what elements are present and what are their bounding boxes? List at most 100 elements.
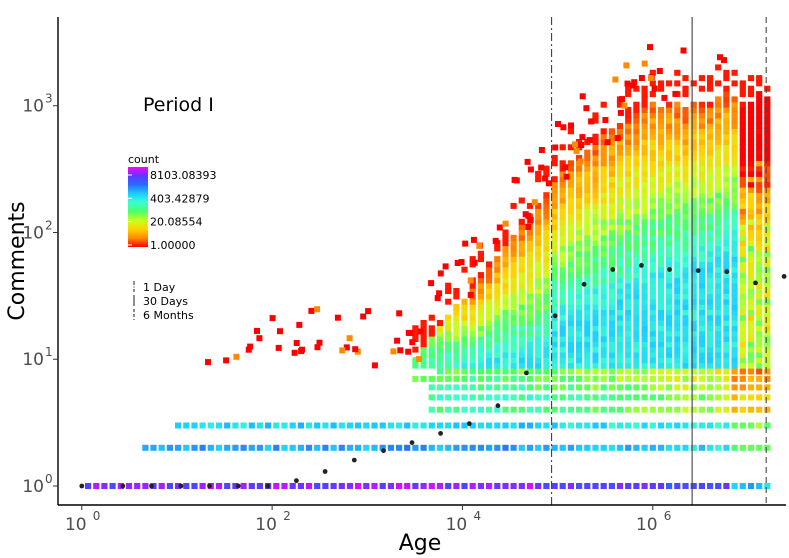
- heatmap-cell: [731, 160, 738, 167]
- heatmap-cell: [461, 375, 468, 382]
- heatmap-cell: [674, 101, 681, 108]
- heatmap-cell: [576, 234, 583, 241]
- heatmap-cell: [428, 346, 435, 353]
- heatmap-cell: [747, 139, 755, 145]
- heatmap-cell: [518, 351, 525, 358]
- heatmap-cell: [633, 375, 640, 382]
- heatmap-cell: [281, 483, 288, 489]
- heatmap-cell: [625, 133, 632, 140]
- heatmap-cell: [551, 282, 558, 289]
- heatmap-cell: [616, 266, 624, 273]
- heatmap-cell: [707, 483, 714, 489]
- heatmap-cell: [625, 213, 632, 220]
- heatmap-cell: [674, 375, 681, 382]
- heatmap-outlier: [334, 314, 341, 321]
- heatmap-cell: [584, 368, 591, 375]
- heatmap-cell: [584, 250, 591, 257]
- heatmap-cell: [535, 351, 542, 358]
- heatmap-cell: [747, 309, 755, 316]
- heatmap-cell: [526, 341, 534, 348]
- x-tick-label: 10: [636, 515, 658, 535]
- heatmap-cell: [559, 208, 566, 215]
- heatmap-cell: [764, 128, 771, 135]
- heatmap-cell: [625, 160, 632, 167]
- heatmap-cell: [641, 394, 648, 401]
- heatmap-cell: [747, 197, 755, 204]
- heatmap-cell: [649, 309, 656, 316]
- heatmap-cell: [649, 357, 656, 364]
- heatmap-cell: [535, 346, 542, 353]
- heatmap-cell: [690, 346, 697, 353]
- heatmap-cell: [608, 406, 615, 413]
- heatmap-cell: [723, 234, 730, 241]
- heatmap-cell: [723, 309, 730, 316]
- heatmap-cell: [616, 245, 624, 252]
- heatmap-cell: [608, 444, 615, 451]
- heatmap-cell: [436, 325, 444, 332]
- heatmap-cell: [641, 144, 648, 151]
- heatmap-cell: [469, 368, 476, 375]
- heatmap-cell: [494, 483, 501, 489]
- heatmap-outlier: [296, 321, 303, 328]
- heatmap-cell: [543, 406, 550, 413]
- heatmap-cell: [641, 341, 648, 348]
- heatmap-cell: [608, 309, 615, 316]
- heatmap-cell: [731, 288, 738, 294]
- heatmap-cell: [420, 357, 427, 364]
- heatmap-outlier: [256, 335, 263, 342]
- heatmap-cell: [633, 123, 640, 129]
- heatmap-cell: [616, 213, 624, 220]
- heatmap-cell: [682, 266, 689, 273]
- heatmap-cell: [731, 444, 738, 451]
- heatmap-outlier: [560, 124, 567, 131]
- heatmap-cell: [633, 176, 640, 183]
- heatmap-cell: [543, 341, 550, 348]
- heatmap-cell: [625, 309, 632, 316]
- heatmap-cell: [674, 256, 681, 263]
- heatmap-cell: [731, 165, 738, 172]
- heatmap-cell: [649, 208, 656, 215]
- heatmap-cell: [674, 117, 681, 124]
- heatmap-cell: [600, 277, 607, 284]
- heatmap-cell: [682, 368, 689, 375]
- heatmap-cell: [592, 218, 599, 225]
- heatmap-cell: [641, 483, 648, 489]
- heatmap-cell: [690, 144, 697, 151]
- heatmap-cell: [85, 483, 92, 489]
- heatmap-outlier: [454, 260, 461, 266]
- heatmap-cell: [649, 293, 656, 300]
- heatmap-cell: [715, 160, 722, 167]
- heatmap-outlier: [717, 54, 723, 61]
- heatmap-cell: [657, 368, 665, 375]
- heatmap-cell: [641, 304, 648, 310]
- heatmap-cell: [723, 298, 730, 305]
- heatmap-cell: [756, 320, 763, 326]
- heatmap-cell: [641, 213, 648, 220]
- heatmap-cell: [690, 282, 697, 289]
- heatmap-cell: [551, 293, 558, 300]
- heatmap-cell: [543, 202, 550, 209]
- heatmap-cell: [494, 325, 501, 332]
- heatmap-cell: [199, 483, 206, 489]
- heatmap-cell: [739, 91, 746, 98]
- heatmap-cell: [526, 320, 534, 326]
- heatmap-cell: [256, 422, 263, 429]
- heatmap-cell: [633, 261, 640, 268]
- heatmap-cell: [576, 483, 583, 489]
- heatmap-cell: [420, 422, 427, 429]
- heatmap-cell: [674, 406, 681, 413]
- heatmap-cell: [698, 139, 705, 145]
- median-point: [438, 431, 443, 436]
- heatmap-cell: [510, 320, 517, 326]
- heatmap-cell: [649, 123, 656, 129]
- color-legend-label: 8103.08393: [150, 169, 216, 182]
- heatmap-cell: [649, 69, 656, 76]
- heatmap-cell: [715, 288, 722, 294]
- heatmap-cell: [747, 330, 755, 337]
- heatmap-cell: [175, 422, 182, 429]
- heatmap-cell: [698, 261, 705, 268]
- heatmap-cell: [526, 202, 534, 209]
- x-tick-exponent: 0: [93, 509, 101, 523]
- heatmap-cell: [322, 444, 329, 451]
- heatmap-cell: [731, 213, 738, 220]
